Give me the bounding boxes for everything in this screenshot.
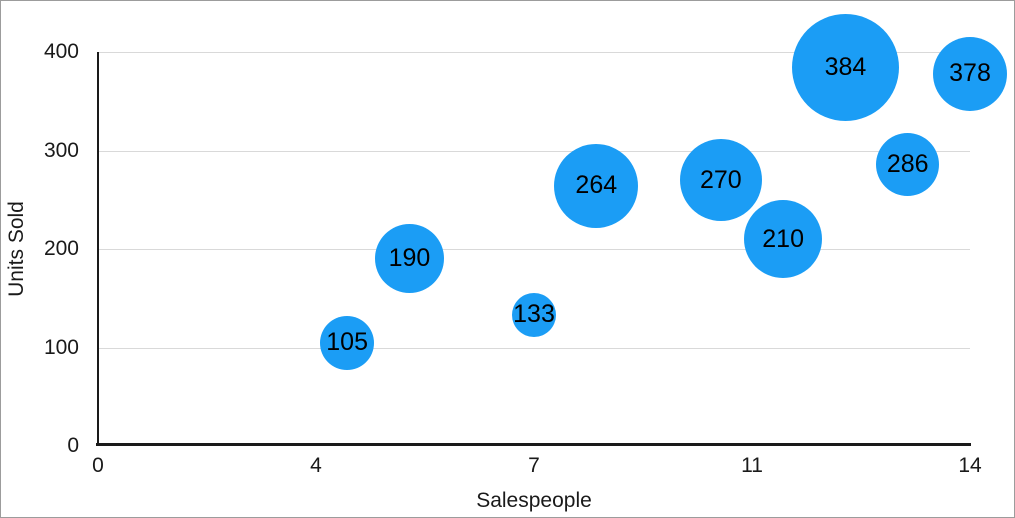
y-tick-label-400: 400 xyxy=(43,40,79,63)
bubble-133[interactable]: 133 xyxy=(512,292,556,337)
y-tick-label-300: 300 xyxy=(43,138,79,162)
bubble-286[interactable]: 286 xyxy=(876,132,940,196)
bubble-105[interactable]: 105 xyxy=(320,315,375,370)
x-axis-title: Salespeople xyxy=(476,489,592,512)
x-tick-label-11: 11 xyxy=(741,454,763,477)
x-tick-label-14: 14 xyxy=(958,454,982,477)
gridline-300 xyxy=(98,150,970,152)
x-tick-label-0: 0 xyxy=(92,454,104,477)
gridline-100 xyxy=(98,347,970,349)
bubble-210[interactable]: 210 xyxy=(744,200,823,279)
y-tick-label-0: 0 xyxy=(67,434,79,457)
y-axis-line xyxy=(97,52,99,446)
y-tick-label-100: 100 xyxy=(43,335,79,359)
x-tick-label-7: 7 xyxy=(528,454,540,477)
gridline-200 xyxy=(98,248,970,250)
bubble-378[interactable]: 378 xyxy=(933,36,1007,111)
x-tick-label-4: 4 xyxy=(310,454,322,477)
y-tick-label-200: 200 xyxy=(43,237,79,260)
gridline-400 xyxy=(98,51,970,53)
bubble-270[interactable]: 270 xyxy=(679,139,762,222)
bubble-190[interactable]: 190 xyxy=(374,224,444,294)
bubble-384[interactable]: 384 xyxy=(791,14,899,122)
x-axis-line xyxy=(96,443,971,446)
bubble-264[interactable]: 264 xyxy=(554,143,639,228)
